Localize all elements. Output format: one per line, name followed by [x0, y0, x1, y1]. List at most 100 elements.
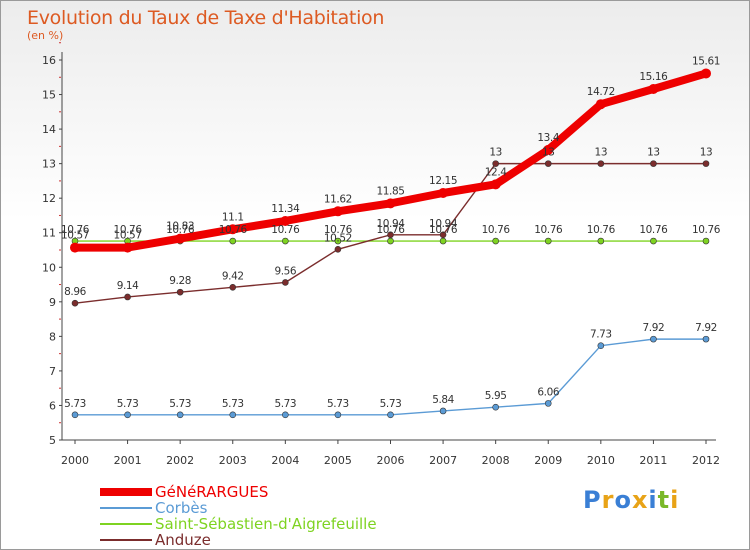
x-tick-label: 2007: [429, 454, 457, 467]
data-label: 9.28: [169, 275, 191, 287]
y-tick-label: 8: [49, 330, 56, 343]
data-point: [229, 284, 237, 291]
legend-swatch: [100, 507, 152, 509]
data-point: [334, 411, 342, 419]
data-label: 10.94: [376, 218, 405, 230]
data-label: 10.83: [166, 221, 194, 233]
y-tick-label: 16: [42, 54, 56, 67]
x-tick-label: 2003: [219, 454, 247, 467]
logo-letter: i: [648, 486, 658, 514]
data-point: [229, 411, 237, 419]
data-label: 10.76: [692, 224, 721, 236]
data-label: 10.76: [482, 224, 511, 236]
data-label: 10.76: [271, 224, 300, 236]
data-point: [282, 237, 289, 245]
data-point: [439, 407, 447, 415]
x-tick-label: 2001: [114, 454, 142, 467]
y-tick-label: 6: [49, 399, 56, 412]
y-tick-label: 12: [42, 192, 56, 205]
y-tick-label: 11: [42, 227, 56, 240]
data-point: [650, 160, 657, 167]
data-label: 7.92: [695, 322, 717, 334]
chart-subtitle: (en %): [27, 29, 64, 42]
data-point: [282, 411, 289, 419]
data-point: [439, 231, 447, 239]
y-tick-label: 9: [49, 296, 56, 309]
data-point: [385, 198, 396, 209]
legend-swatch: [100, 488, 152, 496]
data-label: 10.57: [114, 230, 142, 242]
data-point: [544, 160, 552, 167]
data-point: [439, 237, 447, 245]
data-label: 15.16: [639, 71, 668, 83]
data-point: [438, 188, 449, 198]
x-tick-label: 2004: [271, 454, 299, 467]
data-point: [595, 99, 606, 110]
data-point: [650, 335, 657, 343]
legend-label: Saint-Sébastien-d'Aigrefeuille: [155, 515, 377, 533]
data-label: 12.15: [429, 175, 457, 187]
data-label: 10.57: [61, 230, 89, 242]
x-tick-label: 2012: [692, 454, 720, 467]
data-label: 6.06: [537, 386, 559, 398]
data-label: 9.42: [222, 270, 244, 282]
x-tick-label: 2010: [587, 454, 615, 467]
data-label: 5.73: [222, 398, 244, 410]
data-point: [70, 242, 80, 253]
y-tick-label: 5: [49, 434, 56, 447]
data-label: 13: [595, 147, 608, 159]
x-tick-label: 2006: [377, 454, 405, 467]
data-point: [701, 68, 711, 79]
x-tick-label: 2009: [534, 454, 562, 467]
data-label: 10.76: [429, 224, 458, 236]
data-point: [702, 335, 710, 343]
data-point: [492, 403, 499, 411]
data-label: 7.92: [643, 322, 665, 334]
data-point: [650, 237, 657, 245]
data-point: [229, 237, 237, 245]
chart-title: Evolution du Taux de Taxe d'Habitation: [27, 7, 385, 29]
data-label: 10.52: [324, 232, 352, 244]
data-point: [387, 237, 394, 245]
y-tick-label: 15: [42, 89, 56, 102]
data-point: [702, 237, 710, 245]
data-label: 13: [542, 147, 555, 159]
data-point: [334, 246, 342, 253]
data-point: [648, 84, 659, 95]
data-point: [597, 160, 605, 167]
data-label: 15.61: [692, 55, 720, 67]
logo-letter: t: [657, 486, 671, 514]
data-label: 10.76: [639, 224, 668, 236]
legend-swatch: [100, 523, 152, 525]
data-label: 12.4: [485, 166, 507, 178]
x-tick-label: 2002: [166, 454, 194, 467]
data-label: 10.76: [114, 224, 143, 236]
data-point: [490, 179, 501, 190]
y-tick-label: 14: [42, 123, 56, 136]
data-point: [492, 160, 499, 167]
data-point: [543, 144, 554, 155]
data-point: [282, 279, 289, 286]
proxiti-logo: Proxiti: [583, 486, 679, 514]
data-point: [544, 237, 552, 245]
data-label: 11.34: [271, 203, 300, 215]
data-label: 5.73: [327, 398, 349, 410]
data-point: [227, 224, 238, 235]
data-label: 11.85: [376, 185, 404, 197]
data-point: [492, 237, 499, 245]
data-label: 9.56: [274, 265, 296, 277]
data-label: 13: [647, 147, 660, 159]
data-point: [387, 411, 394, 419]
data-label: 13: [700, 147, 713, 159]
data-label: 10.76: [534, 224, 563, 236]
data-label: 9.14: [117, 280, 139, 292]
data-point: [334, 237, 342, 245]
data-point: [71, 299, 79, 307]
data-label: 10.94: [429, 218, 458, 230]
data-point: [597, 342, 605, 349]
data-point: [71, 411, 79, 419]
logo-letter: i: [670, 486, 680, 514]
data-label: 5.95: [485, 390, 507, 402]
data-label: 7.73: [590, 329, 612, 341]
